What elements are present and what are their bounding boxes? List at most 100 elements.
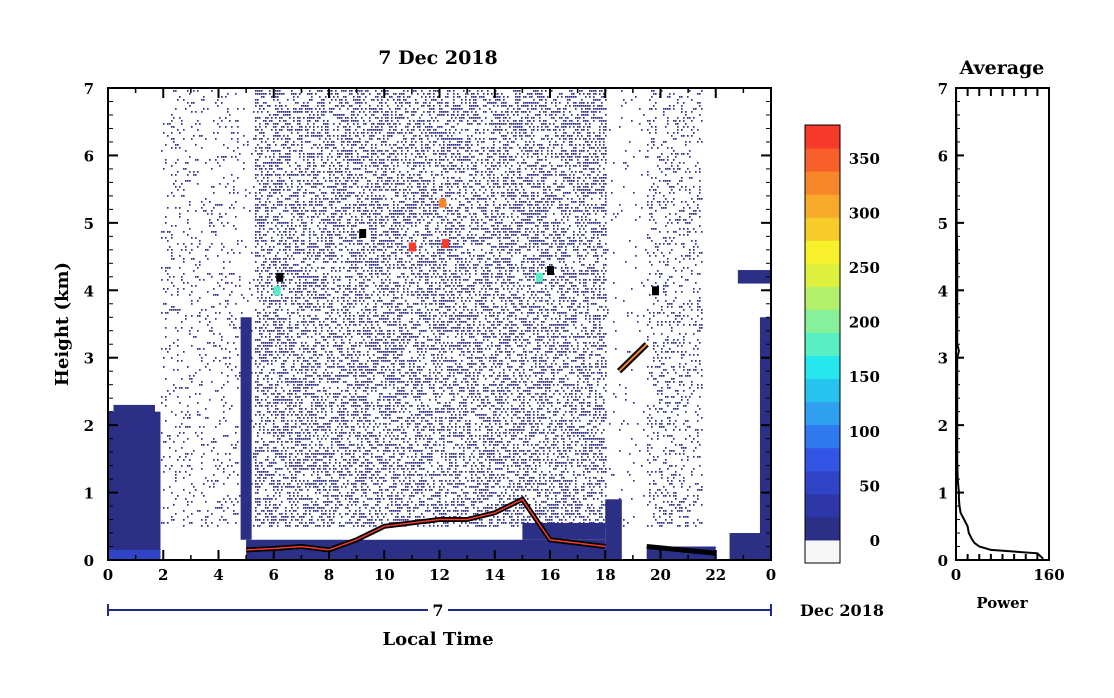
x-tick-label: 18 bbox=[595, 566, 616, 584]
colorbar-tick-label: 250 bbox=[849, 259, 880, 277]
x-tick-label: 8 bbox=[324, 566, 334, 584]
colorbar-cell bbox=[805, 378, 840, 403]
average-frame bbox=[955, 87, 1050, 561]
x-tick-label: 14 bbox=[484, 566, 505, 584]
x-tick-label: 2 bbox=[158, 566, 168, 584]
colorbar-tick-label: 300 bbox=[849, 204, 880, 222]
x-tick-label: 0 bbox=[766, 566, 776, 584]
echo-blob bbox=[439, 198, 447, 208]
x-tick-label: 20 bbox=[650, 566, 671, 584]
colorbar-tick-label: 350 bbox=[849, 150, 880, 168]
colorbar-tick-label: 100 bbox=[849, 423, 880, 441]
y-tick-label: 1 bbox=[84, 485, 94, 503]
colorbar: 0 50 100 150 200 250 300 350 bbox=[804, 124, 880, 564]
average-profile-line bbox=[955, 87, 1044, 560]
date-day-bg bbox=[428, 600, 448, 620]
colorbar-cell bbox=[805, 240, 840, 264]
colorbar-tick-label: 50 bbox=[859, 477, 880, 495]
y-tick-label: 0 bbox=[84, 552, 94, 570]
colorbar-labels: 0 50 100 150 200 250 300 350 bbox=[849, 150, 880, 550]
avg-x-tick-label: 160 bbox=[1033, 566, 1064, 584]
colorbar-cell bbox=[805, 194, 840, 218]
x-tick-label: 6 bbox=[269, 566, 279, 584]
avg-y-tick-label: 6 bbox=[938, 147, 948, 165]
y-tick-label: 2 bbox=[84, 417, 94, 435]
y-ticks: 0 1 2 3 4 5 6 7 bbox=[84, 80, 771, 570]
speckle-path bbox=[161, 90, 703, 527]
colorbar-cell bbox=[805, 539, 840, 564]
y-tick-label: 7 bbox=[84, 80, 94, 98]
x-ticks: 0 2 4 6 8 10 12 14 16 18 20 22 0 bbox=[103, 88, 776, 584]
evening-echo-a bbox=[605, 499, 622, 560]
average-x-label: Power bbox=[976, 594, 1028, 612]
avg-y-tick-label: 7 bbox=[938, 80, 948, 98]
y-tick-label: 6 bbox=[84, 147, 94, 165]
chart-title: 7 Dec 2018 bbox=[378, 47, 497, 69]
echo-blob bbox=[273, 286, 281, 296]
colorbar-cell bbox=[805, 286, 840, 310]
x-tick-label: 16 bbox=[540, 566, 561, 584]
echo-layer bbox=[108, 198, 771, 560]
colorbar-frame bbox=[804, 124, 841, 564]
colorbar-cell bbox=[805, 332, 840, 357]
echo-blob bbox=[535, 272, 543, 282]
colorbar-cell bbox=[805, 424, 840, 449]
colorbar-cell bbox=[805, 309, 840, 333]
colorbar-cell bbox=[805, 171, 840, 195]
colorbar-cell bbox=[805, 125, 840, 149]
colorbar-cell bbox=[805, 355, 840, 380]
average-panel: 0 1 2 3 4 5 6 7 0 160 Average Power bbox=[938, 57, 1065, 612]
y-axis-label: Height (km) bbox=[52, 262, 73, 386]
colorbar-cell bbox=[805, 263, 840, 287]
low-level-echo-top bbox=[113, 404, 155, 432]
echo-blob bbox=[442, 239, 450, 249]
x-axis-label: Local Time bbox=[382, 629, 493, 650]
avg-y-tick-label: 2 bbox=[938, 417, 948, 435]
avg-y-tick-label: 3 bbox=[938, 350, 948, 368]
low-level-echo bbox=[108, 411, 161, 560]
avg-x-tick-label: 0 bbox=[951, 566, 961, 584]
colorbar-cell bbox=[805, 493, 840, 518]
colorbar-tick-label: 0 bbox=[870, 532, 880, 550]
date-suffix-label: Dec 2018 bbox=[800, 601, 884, 620]
elevated-layer-core bbox=[618, 343, 648, 372]
colorbar-tick-label: 150 bbox=[849, 368, 880, 386]
colorbar-cell bbox=[805, 217, 840, 241]
echo-blob bbox=[408, 242, 416, 252]
x-tick-label: 22 bbox=[705, 566, 726, 584]
x-tick-label: 10 bbox=[374, 566, 395, 584]
late-echo bbox=[729, 533, 771, 560]
boundary-layer-base bbox=[246, 539, 606, 560]
colorbar-cell bbox=[805, 148, 840, 172]
echo-blob bbox=[276, 272, 284, 282]
average-title: Average bbox=[959, 57, 1045, 79]
y-tick-label: 5 bbox=[84, 215, 94, 233]
bl-top-trail-core bbox=[246, 498, 606, 551]
date-day-label: 7 bbox=[432, 601, 443, 620]
avg-y-tick-label: 1 bbox=[938, 485, 948, 503]
x-tick-label: 12 bbox=[429, 566, 450, 584]
colorbar-tick-label: 200 bbox=[849, 314, 880, 332]
echo-blob bbox=[651, 286, 659, 296]
x-tick-label: 4 bbox=[213, 566, 223, 584]
echo-blob bbox=[547, 266, 554, 276]
evening-layer bbox=[646, 544, 716, 556]
y-tick-label: 3 bbox=[84, 350, 94, 368]
colorbar-cell bbox=[805, 447, 840, 472]
low-level-echo-base bbox=[108, 549, 161, 560]
avg-y-tick-label: 4 bbox=[938, 282, 948, 300]
colorbar-cells bbox=[805, 125, 840, 564]
late-top-echo bbox=[737, 270, 771, 284]
boundary-layer-thick bbox=[522, 522, 606, 540]
colorbar-cell bbox=[805, 401, 840, 426]
x-tick-label: 0 bbox=[103, 566, 113, 584]
column-echo bbox=[240, 317, 252, 540]
noise-speckle bbox=[161, 90, 703, 527]
avg-y-tick-label: 5 bbox=[938, 215, 948, 233]
y-tick-label: 4 bbox=[84, 282, 94, 300]
colorbar-cell bbox=[805, 470, 840, 495]
echo-blob bbox=[359, 228, 367, 238]
avg-y-tick-label: 0 bbox=[938, 552, 948, 570]
